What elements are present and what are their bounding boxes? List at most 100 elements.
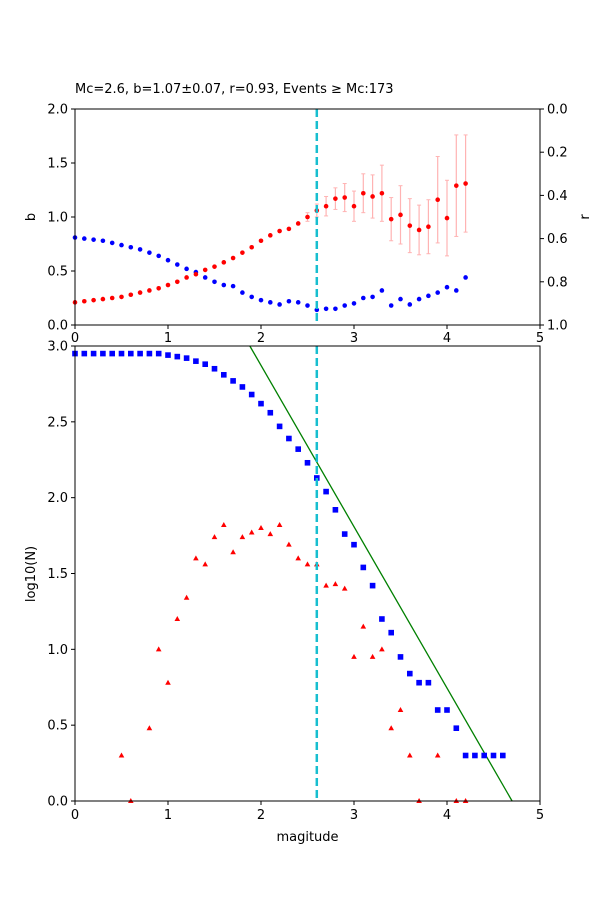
b-point xyxy=(435,197,441,203)
r-point xyxy=(295,300,301,305)
noncumulative-point xyxy=(193,555,199,561)
cumulative-point xyxy=(481,752,487,759)
top-y2-tick-label: 0.0 xyxy=(547,103,568,118)
noncumulative-point xyxy=(351,653,357,659)
top-y-tick-label: 2.0 xyxy=(47,103,68,118)
cumulative-point xyxy=(221,372,227,378)
r-point xyxy=(351,301,357,306)
noncumulative-point xyxy=(323,582,329,588)
b-point xyxy=(416,227,422,233)
cumulative-point xyxy=(118,350,125,357)
b-point xyxy=(333,196,338,201)
b-point xyxy=(184,275,189,280)
bottom-y-tick-label: 2.5 xyxy=(47,415,68,430)
cumulative-point xyxy=(360,564,367,571)
b-point xyxy=(342,195,348,200)
noncumulative-point xyxy=(248,529,255,535)
r-point xyxy=(100,238,106,244)
b-point xyxy=(175,279,180,285)
r-point xyxy=(91,237,96,242)
bottom-x-tick-label: 0 xyxy=(71,808,79,823)
top-y-tick-label: 0.5 xyxy=(47,265,68,280)
r-point xyxy=(258,297,264,303)
top-y2-axis-label-r: r xyxy=(578,214,593,220)
r-point xyxy=(137,247,143,252)
r-point xyxy=(184,266,189,272)
b-point xyxy=(361,190,366,196)
r-point xyxy=(416,296,422,302)
noncumulative-point xyxy=(397,707,404,712)
cumulative-point xyxy=(230,378,236,384)
r-point xyxy=(444,284,450,290)
bottom-y-axis-label: log10(N) xyxy=(24,546,39,602)
noncumulative-point xyxy=(174,616,181,621)
cumulative-point xyxy=(295,446,301,452)
r-point xyxy=(212,279,217,285)
r-point xyxy=(407,302,413,307)
cumulative-point xyxy=(276,423,283,430)
b-point xyxy=(91,297,96,303)
b-point xyxy=(147,288,152,293)
bottom-y-tick-label: 1.5 xyxy=(47,567,68,582)
bottom-x-tick-label: 4 xyxy=(443,808,451,823)
cumulative-point xyxy=(100,350,106,357)
top-y2-tick-label: 1.0 xyxy=(547,319,568,334)
r-point xyxy=(454,288,459,293)
noncumulative-point xyxy=(407,752,413,758)
noncumulative-point xyxy=(369,653,376,659)
b-point xyxy=(426,224,431,230)
cumulative-point xyxy=(286,435,292,442)
b-point xyxy=(379,190,385,196)
bottom-y-tick-label: 0.5 xyxy=(47,719,68,734)
bottom-y-tick-label: 3.0 xyxy=(47,340,68,355)
r-point xyxy=(240,290,245,295)
noncumulative-point xyxy=(434,752,441,758)
b-point xyxy=(444,215,450,221)
top-axes: 0 1 2 3 4 5 0.0 0.5 1.0 1.5 2.0 0.0 0.2 0.4 0.6 0.8 1.0 xyxy=(47,103,567,347)
cumulative-point xyxy=(490,752,497,759)
b-point xyxy=(323,203,329,209)
r-point xyxy=(82,236,87,241)
noncumulative-point xyxy=(239,534,246,540)
cumulative-point xyxy=(81,350,88,357)
top-x-tick-label: 3 xyxy=(350,331,358,346)
r-point xyxy=(333,306,338,312)
noncumulative-point xyxy=(165,679,171,685)
cumulative-point xyxy=(304,459,311,466)
noncumulative-point xyxy=(286,541,292,547)
b-value-panel: Mc=2.6, b=1.07±0.07, r=0.93, Events ≥ Mc… xyxy=(24,82,593,346)
top-x-tick-label: 1 xyxy=(164,331,172,346)
b-point xyxy=(202,267,208,273)
cumulative-point xyxy=(146,350,153,357)
top-y2-tick-label: 0.8 xyxy=(547,275,568,290)
r-point xyxy=(426,293,431,299)
b-point xyxy=(240,250,245,255)
noncumulative-point xyxy=(341,585,348,591)
top-x-tick-label: 5 xyxy=(536,331,544,346)
cumulative-point xyxy=(434,707,441,713)
top-y-axis-label-b: b xyxy=(24,213,39,221)
r-point xyxy=(202,275,208,280)
bottom-y-tick-label: 1.0 xyxy=(47,643,68,658)
cumulative-point xyxy=(202,361,208,367)
r-point xyxy=(277,302,282,307)
cumulative-point xyxy=(416,679,422,686)
r-point xyxy=(388,303,394,308)
noncumulative-point xyxy=(118,752,125,758)
cumulative-point xyxy=(462,752,469,759)
cumulative-point xyxy=(174,353,181,360)
noncumulative-point xyxy=(295,555,301,561)
b-point xyxy=(100,296,106,302)
cumulative-point xyxy=(379,616,385,622)
cumulative-point xyxy=(248,391,255,398)
noncumulative-point xyxy=(230,549,236,555)
bottom-x-tick-label: 3 xyxy=(350,808,358,823)
cumulative-point xyxy=(109,350,115,357)
b-point xyxy=(388,216,394,222)
r-point xyxy=(305,303,310,308)
r-point xyxy=(379,288,385,293)
top-y-tick-label: 0.0 xyxy=(47,319,68,334)
cumulative-point xyxy=(453,725,460,731)
cumulative-point xyxy=(155,350,162,357)
